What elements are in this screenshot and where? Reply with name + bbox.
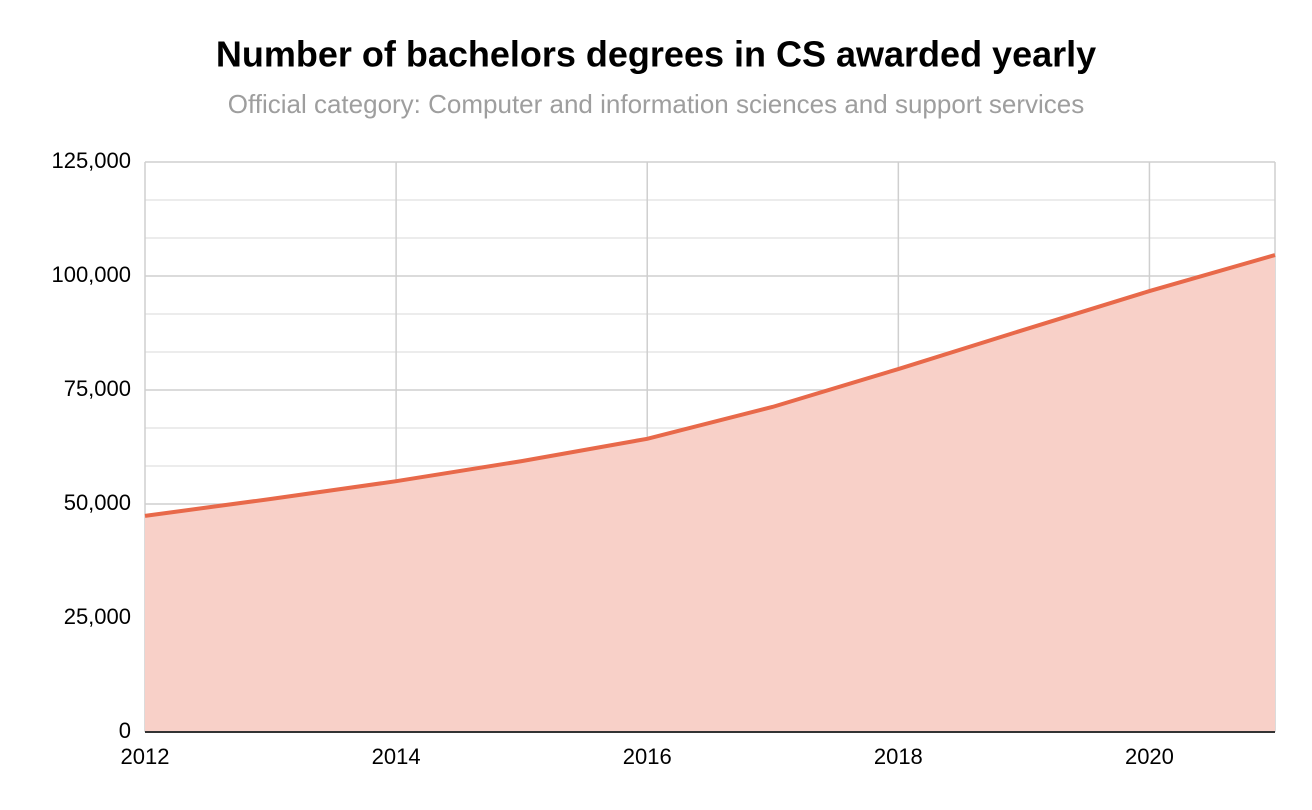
chart-subtitle: Official category: Computer and informat… — [228, 89, 1085, 119]
y-tick-label: 125,000 — [51, 148, 131, 173]
x-tick-label: 2012 — [121, 744, 170, 769]
x-tick-label: 2016 — [623, 744, 672, 769]
y-tick-label: 25,000 — [64, 604, 131, 629]
y-tick-label: 100,000 — [51, 262, 131, 287]
y-tick-label: 75,000 — [64, 376, 131, 401]
chart-title: Number of bachelors degrees in CS awarde… — [216, 34, 1096, 75]
x-tick-label: 2020 — [1125, 744, 1174, 769]
line — [144, 253, 1276, 518]
y-tick-label: 50,000 — [64, 490, 131, 515]
x-tick-label: 2014 — [372, 744, 421, 769]
area — [145, 255, 1275, 733]
x-tick-label: 2018 — [874, 744, 923, 769]
y-tick-label: 0 — [119, 718, 131, 743]
